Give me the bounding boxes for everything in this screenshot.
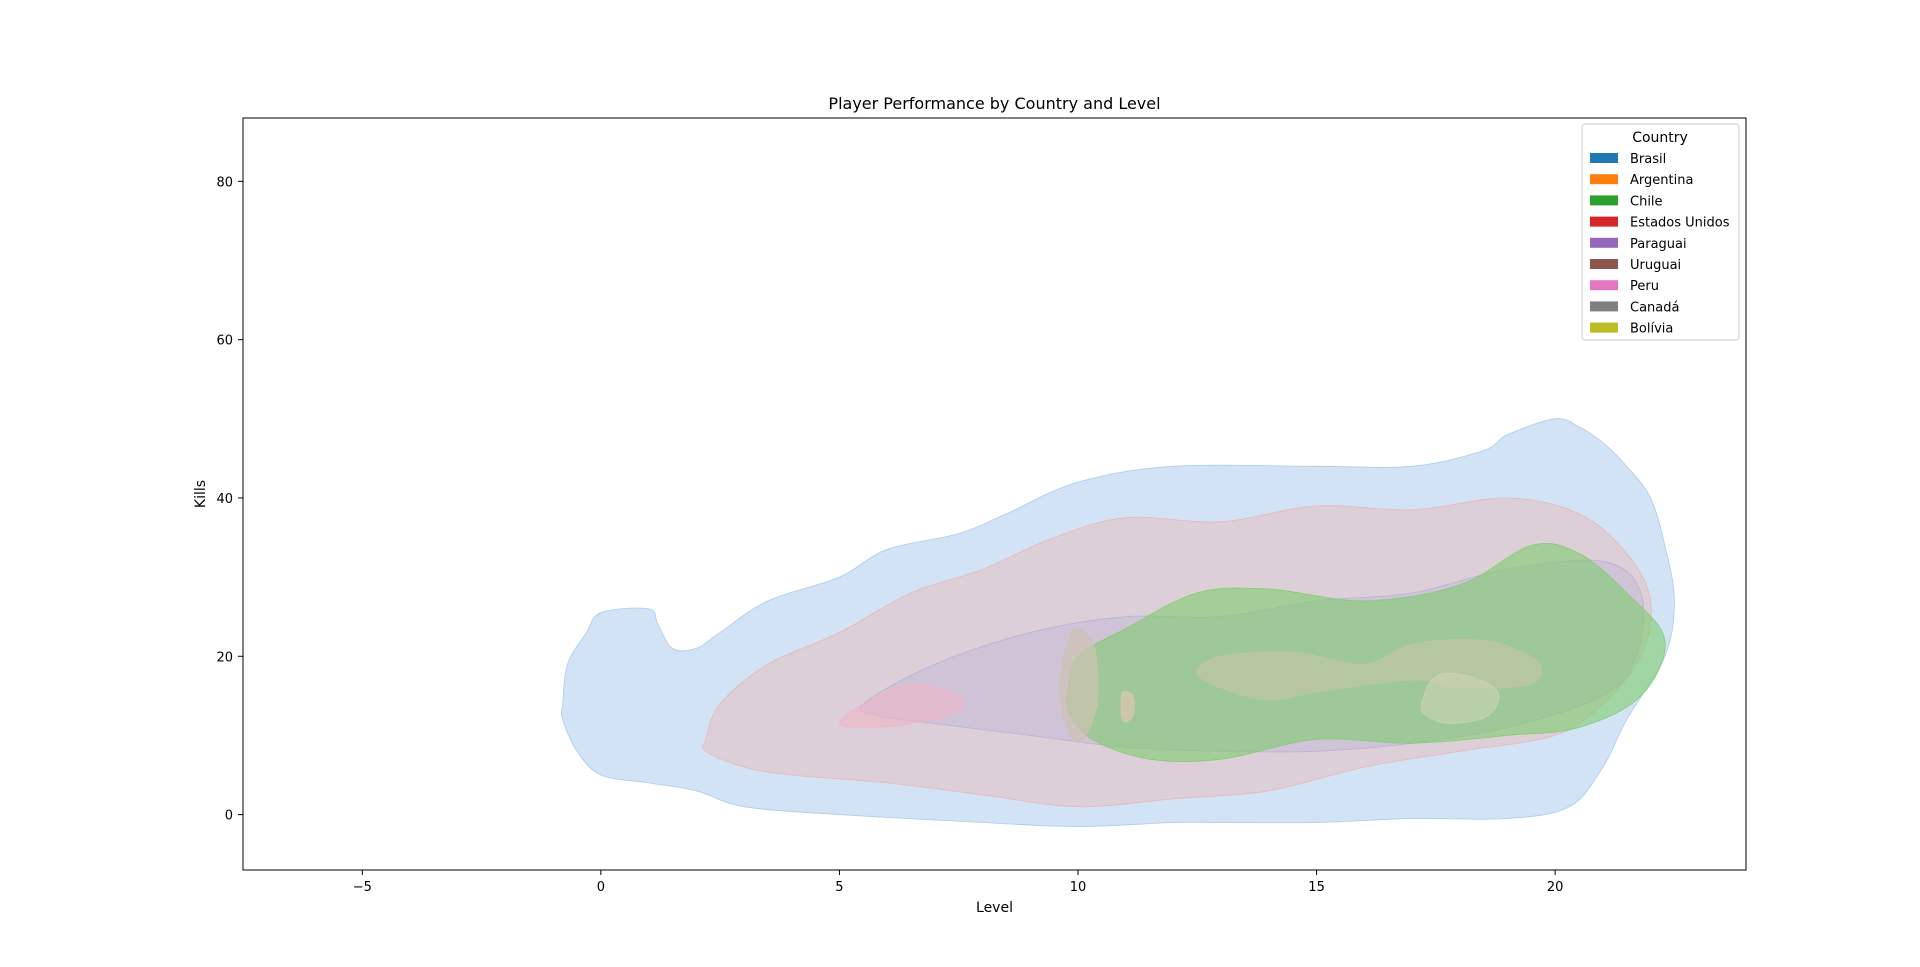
y-axis-label: Kills — [193, 480, 209, 508]
x-tick-label: 5 — [835, 880, 843, 895]
legend-label-estados-unidos: Estados Unidos — [1630, 216, 1730, 231]
x-tick-label: 20 — [1547, 880, 1564, 895]
legend-swatch-brasil — [1590, 153, 1618, 163]
x-tick-label: 0 — [597, 880, 605, 895]
legend-swatch-chile — [1590, 195, 1618, 206]
y-axis: 0 20 40 60 80 — [216, 175, 243, 824]
legend-label-brasil: Brasil — [1630, 152, 1666, 167]
y-tick-label: 20 — [216, 650, 233, 665]
density-region-uruguai — [1058, 627, 1099, 742]
legend-title: Country — [1632, 130, 1688, 146]
y-tick-label: 80 — [216, 175, 233, 190]
density-region-chile — [1065, 542, 1666, 763]
legend-swatch-argentina — [1590, 174, 1618, 185]
legend-swatch-bolivia — [1590, 322, 1618, 333]
density-layer — [561, 418, 1675, 827]
legend-label-bolivia: Bolívia — [1630, 322, 1673, 337]
legend-swatch-estados-unidos — [1590, 216, 1618, 227]
x-axis-label: Level — [976, 900, 1013, 916]
density-region-bolivia — [1420, 672, 1500, 725]
legend-label-peru: Peru — [1630, 279, 1659, 294]
plot-frame — [242, 117, 1747, 871]
legend-label-paraguai: Paraguai — [1630, 237, 1687, 252]
x-axis: −5 0 5 10 15 20 — [353, 870, 1564, 895]
y-tick-label: 40 — [216, 492, 233, 507]
legend-swatch-uruguai — [1590, 259, 1618, 269]
legend-entries: Brasil Argentina Chile Estados Unidos Paragu… — [1590, 152, 1730, 337]
x-tick-label: −5 — [353, 880, 372, 895]
legend-swatch-canada — [1590, 301, 1618, 312]
legend-label-chile: Chile — [1630, 194, 1663, 209]
legend-frame — [1581, 123, 1740, 341]
legend-swatch-paraguai — [1590, 237, 1618, 248]
density-region-argentina — [1120, 691, 1135, 723]
legend: Country Brasil Argentina Chile Estados Unid… — [1581, 123, 1740, 341]
y-tick-label: 60 — [216, 334, 233, 349]
y-tick-label: 0 — [225, 809, 233, 824]
legend-swatch-peru — [1590, 280, 1618, 291]
chart-title: Player Performance by Country and Level — [828, 94, 1160, 113]
x-tick-label: 15 — [1308, 880, 1325, 895]
legend-label-argentina: Argentina — [1630, 173, 1693, 188]
legend-label-canada: Canadá — [1630, 300, 1679, 315]
density-region-peru — [839, 683, 966, 728]
legend-label-uruguai: Uruguai — [1630, 258, 1681, 273]
x-tick-label: 10 — [1070, 880, 1087, 895]
